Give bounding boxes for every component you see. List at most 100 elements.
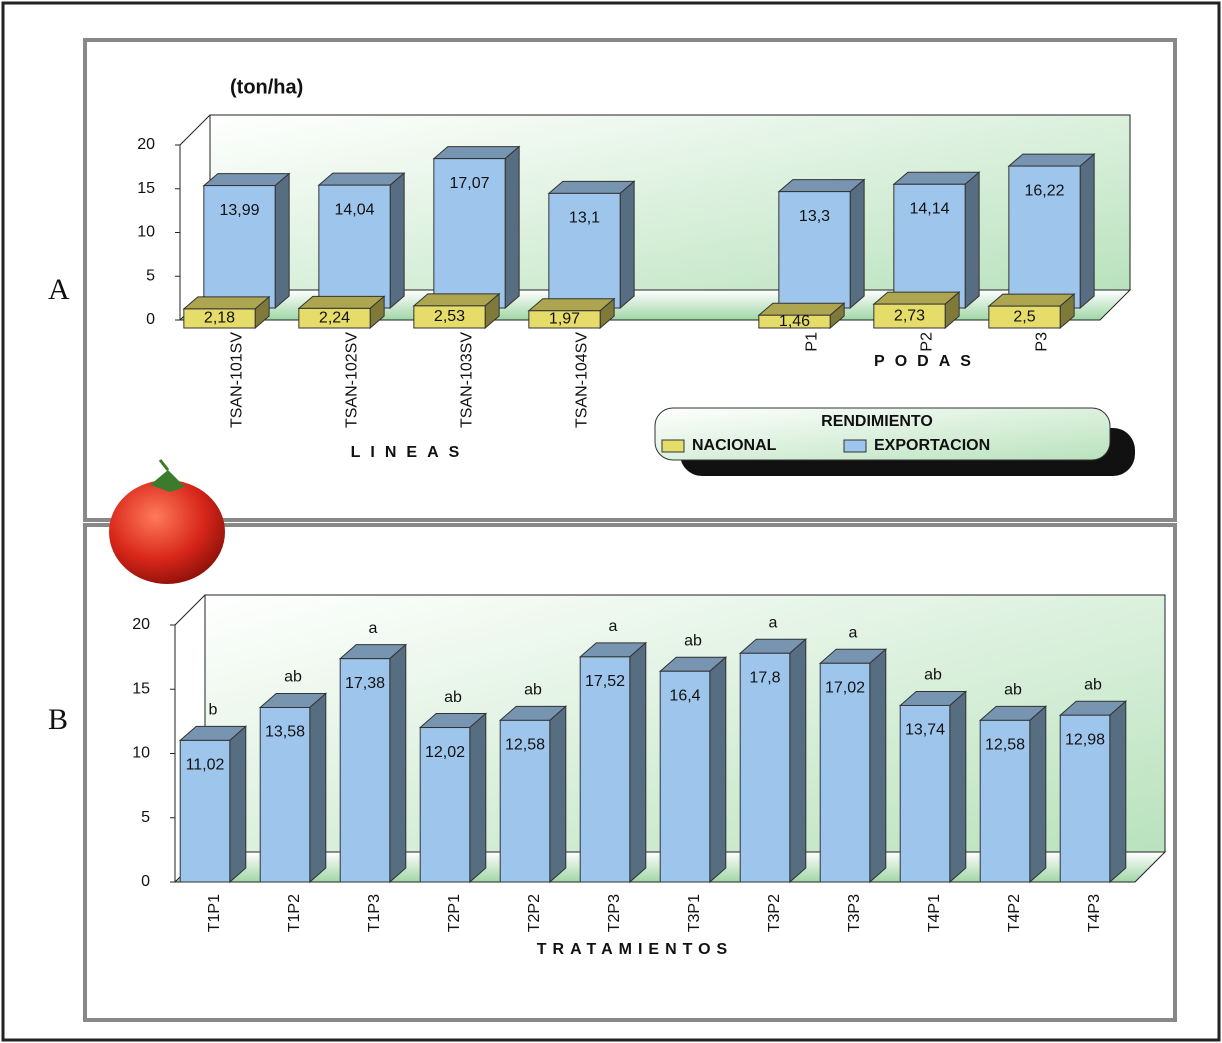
bar-side [310, 693, 326, 882]
bar-top [529, 299, 614, 311]
bar-top [184, 297, 269, 309]
bar-top [989, 294, 1074, 306]
annotation: b [209, 702, 218, 719]
y-tick-label: 20 [132, 616, 150, 633]
value-label: 17,8 [749, 669, 780, 686]
y-axis-label: (ton/ha) [230, 76, 303, 98]
bar-side [390, 173, 404, 308]
bar-side [275, 174, 289, 308]
value-label: 12,98 [1065, 731, 1105, 748]
value-label: 16,4 [669, 687, 700, 704]
x-tick-label: P3 [1034, 332, 1051, 352]
annotation: ab [524, 682, 542, 699]
x-tick-label: T2P1 [446, 894, 463, 932]
x-tick-label: T4P2 [1006, 894, 1023, 932]
bar-side [470, 714, 486, 882]
legend-swatch [844, 440, 866, 452]
value-label: 17,38 [345, 675, 385, 692]
value-label: 14,04 [334, 201, 374, 218]
x-tick-label: T3P1 [686, 894, 703, 932]
y-tick-label: 10 [137, 224, 155, 241]
bar-top [204, 174, 289, 186]
y-tick-label: 20 [137, 136, 155, 153]
bar-side [870, 649, 886, 882]
x-tick-label: T2P2 [526, 894, 543, 932]
value-label: 2,73 [894, 307, 925, 324]
value-label: 2,5 [1013, 308, 1035, 325]
bar-top [414, 294, 499, 306]
annotation: ab [1004, 682, 1022, 699]
bar-side [620, 181, 634, 308]
value-label: 13,74 [905, 722, 945, 739]
bar-top [319, 173, 404, 185]
x-axis-label: TRATAMIENTOS [537, 941, 733, 958]
value-label: 12,02 [425, 744, 465, 761]
legend-title: RENDIMIENTO [821, 413, 933, 430]
value-label: 12,58 [985, 737, 1025, 754]
group-label: PODAS [874, 353, 981, 370]
annotation: a [769, 614, 778, 631]
value-label: 17,02 [825, 680, 865, 697]
value-label: 13,3 [799, 208, 830, 225]
x-tick-label: T2P3 [606, 894, 623, 932]
value-label: 13,99 [219, 202, 259, 219]
y-tick-label: 0 [146, 311, 155, 328]
bar-top [779, 180, 864, 192]
value-label: 1,46 [779, 313, 810, 330]
bar-top [874, 292, 959, 304]
annotation: ab [684, 632, 702, 649]
annotation: ab [444, 689, 462, 706]
value-label: 17,07 [449, 175, 489, 192]
annotation: ab [1084, 676, 1102, 693]
panel-label: A [48, 273, 70, 306]
y-tick-label: 5 [141, 809, 150, 826]
bar-side [550, 706, 566, 882]
bar-side [505, 147, 519, 308]
value-label: 2,18 [204, 310, 235, 327]
group-label: LINEAS [351, 444, 470, 461]
legend-swatch [662, 440, 684, 452]
tomato-icon [109, 460, 225, 584]
value-label: 13,1 [569, 210, 600, 227]
panel-label: B [48, 703, 68, 736]
bar-top [894, 172, 979, 184]
annotation: a [609, 618, 618, 635]
bar-top [299, 296, 384, 308]
x-tick-label: TSAN-104SV [574, 332, 591, 428]
x-tick-label: T1P3 [366, 894, 383, 932]
y-tick-label: 15 [132, 680, 150, 697]
bar-side [790, 639, 806, 882]
annotation: ab [284, 669, 302, 686]
value-label: 11,02 [186, 757, 225, 774]
bar-side [230, 726, 246, 882]
y-tick-label: 15 [137, 180, 155, 197]
value-label: 2,24 [319, 309, 350, 326]
bar-side [850, 180, 864, 308]
y-tick-label: 5 [146, 267, 155, 284]
value-label: 14,14 [909, 200, 949, 217]
value-label: 12,58 [505, 737, 545, 754]
x-tick-label: T4P1 [926, 894, 943, 932]
x-tick-label: T3P3 [846, 894, 863, 932]
x-tick-label: T1P1 [206, 894, 223, 932]
bar [580, 657, 630, 882]
value-label: 17,52 [585, 673, 625, 690]
bar-top [1009, 154, 1094, 166]
bar-side [390, 645, 406, 882]
x-tick-label: P1 [804, 332, 821, 352]
annotation: ab [924, 667, 942, 684]
x-tick-label: T4P3 [1086, 894, 1103, 932]
value-label: 13,58 [265, 724, 305, 741]
bar-side [950, 691, 966, 882]
legend-label: NACIONAL [692, 437, 777, 454]
value-label: 16,22 [1024, 182, 1064, 199]
bar-side [710, 657, 726, 882]
x-tick-label: T3P2 [766, 894, 783, 932]
figure: A B 05101520TSAN-101SV13,992,18TSAN-102S… [0, 0, 1222, 1043]
value-label: 1,97 [549, 311, 580, 328]
x-tick-label: T1P2 [286, 894, 303, 932]
bar-top [549, 181, 634, 193]
x-tick-label: TSAN-102SV [344, 332, 361, 428]
bar-side [1030, 706, 1046, 882]
bar-side [1080, 154, 1094, 308]
